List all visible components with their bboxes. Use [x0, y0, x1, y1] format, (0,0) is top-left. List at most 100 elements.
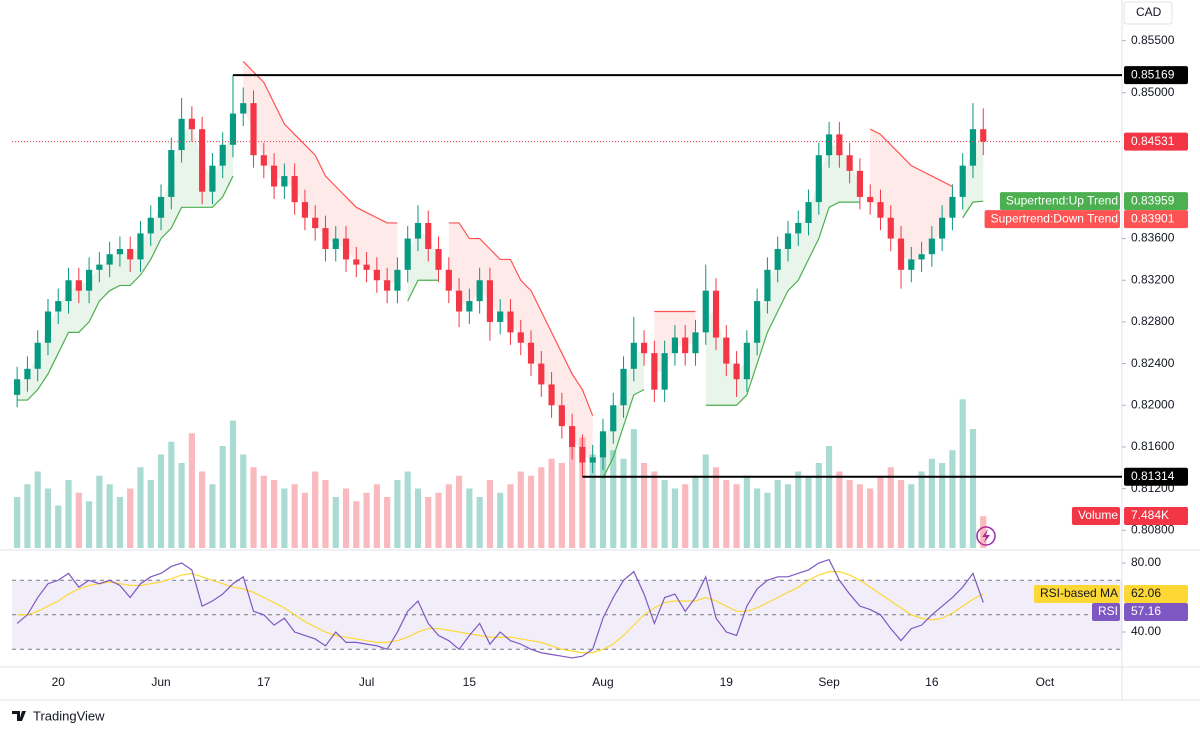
volume-bar	[836, 471, 843, 548]
candle-body	[949, 196, 956, 218]
candle-body	[774, 248, 781, 270]
candle-body	[877, 202, 884, 218]
logo-mark	[12, 711, 26, 721]
rsi-ma-line	[17, 571, 984, 654]
candle-body	[445, 269, 452, 291]
volume-bar	[702, 454, 709, 548]
volume-bar	[229, 420, 237, 548]
volume-bar	[754, 488, 761, 548]
volume-bar	[209, 484, 216, 548]
volume-bar	[14, 497, 21, 548]
candle-body	[723, 337, 730, 364]
volume-bar	[620, 458, 627, 548]
candle-body	[137, 233, 144, 260]
candle-body	[301, 202, 308, 218]
candle-body	[271, 165, 278, 187]
candle-body	[569, 426, 576, 447]
candle-body	[86, 269, 93, 291]
volume-bar	[641, 463, 648, 548]
y-tick-label: 0.83200	[1131, 272, 1175, 286]
volume-bar	[939, 463, 946, 548]
candle-body	[527, 342, 535, 364]
price-badge	[1124, 210, 1188, 229]
candle-body	[589, 457, 596, 463]
volume-bar	[743, 475, 750, 548]
price-badge-label: 0.83959	[1131, 193, 1175, 207]
candle-body	[651, 353, 658, 390]
candle-body	[579, 446, 586, 463]
replay-icon[interactable]	[976, 526, 996, 546]
price-badge-label: 62.06	[1131, 586, 1161, 600]
y-tick-label: 0.82000	[1131, 397, 1175, 411]
volume-bar	[846, 480, 853, 548]
candle-body	[887, 217, 894, 239]
candle-body	[291, 176, 298, 203]
volume-bar	[630, 429, 637, 548]
rsi-line	[16, 558, 984, 659]
volume-bar	[301, 492, 308, 548]
candle-body	[733, 363, 740, 380]
candle-body	[805, 202, 812, 223]
volume-bar	[106, 484, 113, 548]
candle-body	[630, 342, 637, 369]
price-badge-label: 0.81314	[1131, 469, 1175, 483]
candle-body	[836, 134, 843, 156]
candle-body	[620, 368, 627, 406]
legend-tag	[1091, 602, 1120, 621]
volume-bar	[445, 484, 452, 548]
candle-body	[754, 301, 761, 343]
candle-body	[342, 238, 350, 260]
volume-bar	[538, 467, 545, 548]
candle-body	[24, 368, 31, 380]
candle-body	[55, 301, 62, 312]
price-badge-label: 57.16	[1131, 604, 1161, 618]
candle-body	[157, 196, 165, 218]
volume-bar	[250, 467, 257, 548]
candle-body	[795, 222, 802, 234]
price-badge	[1124, 192, 1188, 211]
legend-tag	[984, 210, 1120, 229]
candle-body	[897, 238, 905, 270]
volume-bar	[712, 467, 720, 548]
candle-body	[784, 233, 792, 249]
candle-body	[384, 280, 391, 291]
y-tick-label: 80.00	[1131, 555, 1161, 569]
volume-bar	[147, 480, 154, 548]
candle-body	[682, 337, 689, 354]
candle-body	[65, 280, 72, 302]
legend-label: Volume	[1078, 508, 1118, 522]
supertrend-fill	[17, 123, 233, 401]
volume-bar	[281, 488, 288, 548]
legend-tag	[1033, 584, 1120, 603]
volume-bar	[887, 467, 894, 548]
price-badge	[1124, 507, 1188, 525]
volume-bar	[918, 471, 925, 548]
x-tick-label: 16	[925, 675, 939, 689]
volume-bar	[65, 480, 72, 548]
price-badge	[1124, 132, 1188, 151]
x-tick-label: Sep	[818, 675, 840, 689]
currency-box[interactable]	[1123, 1, 1173, 25]
candle-body	[260, 155, 267, 166]
volume-bar	[96, 475, 103, 548]
volume-bar	[199, 471, 206, 548]
candle-body	[106, 254, 113, 265]
candle-body	[743, 342, 750, 380]
legend-tag	[999, 192, 1120, 211]
volume-bar	[795, 471, 802, 548]
logo[interactable]: TradingView	[12, 708, 105, 723]
y-tick-label: 0.82800	[1131, 314, 1175, 328]
y-tick-label: 0.81600	[1131, 439, 1175, 453]
candle-body	[414, 222, 422, 239]
candle-body	[939, 217, 946, 239]
candle-body	[332, 238, 339, 249]
footer-brand: TradingView	[33, 708, 105, 723]
candle-body	[44, 311, 52, 343]
candle-body	[219, 144, 226, 166]
candle-body	[281, 176, 288, 187]
volume-bar	[240, 454, 247, 548]
volume-bar	[34, 471, 41, 548]
candle-body	[116, 248, 123, 255]
legend-label: Supertrend:Up Trend	[1006, 193, 1118, 207]
